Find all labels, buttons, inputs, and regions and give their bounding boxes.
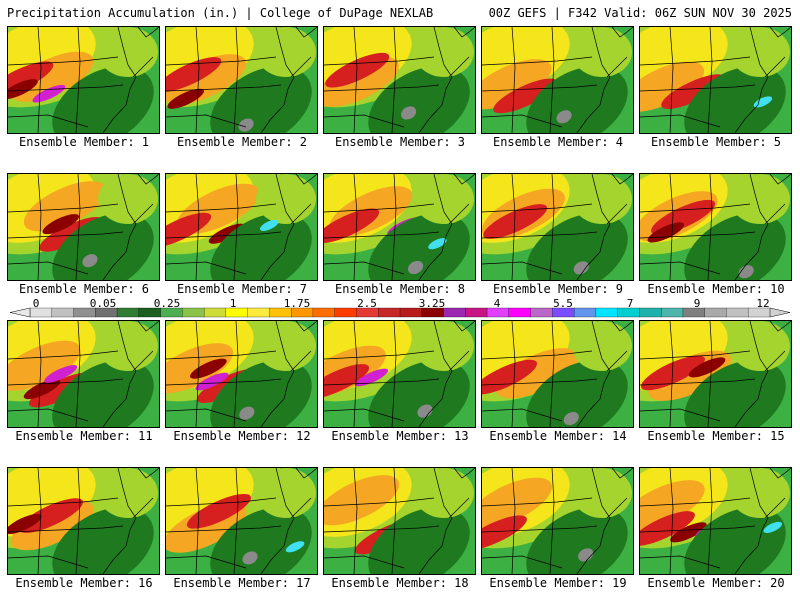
- precip-map: [324, 468, 475, 574]
- precip-map: [482, 174, 633, 280]
- ensemble-panel: [323, 320, 476, 428]
- ensemble-member-label: Ensemble Member: 19: [489, 576, 627, 590]
- colorbar-tick-label: 0: [32, 297, 40, 310]
- precip-map: [640, 468, 791, 574]
- ensemble-member-label: Ensemble Member: 3: [334, 135, 466, 149]
- ensemble-member-label: Ensemble Member: 2: [176, 135, 308, 149]
- colorbar-left-arrow: [9, 307, 31, 318]
- colorbar-swatch: [661, 307, 684, 318]
- ensemble-panel: [481, 320, 634, 428]
- colorbar-swatch: [573, 307, 597, 318]
- colorbar-tick-label: 0.05: [89, 297, 117, 310]
- colorbar-swatch: [508, 307, 532, 318]
- map-title: Precipitation Accumulation (in.) | Colle…: [7, 6, 434, 20]
- colorbar-tick-label: 2.5: [357, 297, 377, 310]
- colorbar-swatch: [530, 307, 553, 318]
- colorbar-swatch: [51, 307, 74, 318]
- ensemble-member-label: Ensemble Member: 10: [647, 282, 785, 296]
- ensemble-member-label: Ensemble Member: 5: [650, 135, 782, 149]
- precip-map: [640, 174, 791, 280]
- colorbar-swatch: [726, 307, 749, 318]
- colorbar-swatch: [182, 307, 205, 318]
- precip-map: [8, 27, 159, 133]
- colorbar-swatch: [378, 307, 401, 318]
- precip-map: [482, 27, 633, 133]
- ensemble-panel: [165, 26, 318, 134]
- ensemble-panel: [165, 467, 318, 575]
- colorbar-swatch: [465, 307, 488, 318]
- ensemble-member-label: Ensemble Member: 11: [15, 429, 153, 443]
- ensemble-member-label: Ensemble Member: 18: [331, 576, 469, 590]
- precip-map: [324, 321, 475, 427]
- precip-map: [8, 174, 159, 280]
- precip-colorbar: [9, 307, 791, 318]
- ensemble-member-label: Ensemble Member: 6: [18, 282, 150, 296]
- ensemble-panel: [323, 467, 476, 575]
- colorbar-swatch: [334, 307, 357, 318]
- ensemble-member-label: Ensemble Member: 15: [647, 429, 785, 443]
- ensemble-panel: [639, 26, 792, 134]
- ensemble-panel: [165, 320, 318, 428]
- colorbar-tick-label: 5.5: [553, 297, 573, 310]
- ensemble-panel: [7, 26, 160, 134]
- precip-map: [8, 468, 159, 574]
- ensemble-panel: [165, 173, 318, 281]
- ensemble-member-label: Ensemble Member: 16: [15, 576, 153, 590]
- ensemble-panel: [481, 26, 634, 134]
- colorbar-tick-label: 1: [229, 297, 237, 310]
- model-run-label: 00Z GEFS | F342 Valid: 06Z SUN NOV 30 20…: [488, 6, 792, 20]
- ensemble-member-label: Ensemble Member: 13: [331, 429, 469, 443]
- precip-map: [166, 174, 317, 280]
- precip-map: [640, 321, 791, 427]
- ensemble-member-label: Ensemble Member: 4: [492, 135, 624, 149]
- colorbar-swatch: [595, 307, 619, 318]
- precip-map: [640, 27, 791, 133]
- ensemble-member-label: Ensemble Member: 7: [176, 282, 308, 296]
- precip-map: [8, 321, 159, 427]
- ensemble-panel: [323, 26, 476, 134]
- colorbar-swatch: [312, 307, 336, 318]
- colorbar-swatch: [704, 307, 727, 318]
- ensemble-member-label: Ensemble Member: 14: [489, 429, 627, 443]
- precip-map: [482, 468, 633, 574]
- ensemble-panel: [7, 467, 160, 575]
- precip-map: [324, 174, 475, 280]
- precip-map: [166, 27, 317, 133]
- ensemble-panel: [481, 173, 634, 281]
- precip-map: [166, 321, 317, 427]
- ensemble-panel: [323, 173, 476, 281]
- ensemble-panel: [481, 467, 634, 575]
- ensemble-member-label: Ensemble Member: 20: [647, 576, 785, 590]
- colorbar-tick-label: 12: [756, 297, 770, 310]
- ensemble-panel: [7, 173, 160, 281]
- colorbar-tick-label: 0.25: [153, 297, 181, 310]
- colorbar-right-arrow: [769, 307, 791, 318]
- colorbar-tick-label: 7: [626, 297, 634, 310]
- ensemble-member-label: Ensemble Member: 8: [334, 282, 466, 296]
- ensemble-panel: [639, 173, 792, 281]
- ensemble-panel: [639, 320, 792, 428]
- precip-map: [324, 27, 475, 133]
- colorbar-swatch: [203, 307, 227, 318]
- colorbar-tick-label: 9: [693, 297, 701, 310]
- precip-map: [482, 321, 633, 427]
- colorbar-tick-label: 3.25: [418, 297, 446, 310]
- ensemble-member-label: Ensemble Member: 12: [173, 429, 311, 443]
- ensemble-panel: [7, 320, 160, 428]
- colorbar-tick-label: 1.75: [283, 297, 311, 310]
- ensemble-member-label: Ensemble Member: 17: [173, 576, 311, 590]
- precip-map: [166, 468, 317, 574]
- ensemble-member-label: Ensemble Member: 9: [492, 282, 624, 296]
- colorbar-swatch: [116, 307, 140, 318]
- colorbar-swatch: [247, 307, 270, 318]
- ensemble-member-label: Ensemble Member: 1: [18, 135, 150, 149]
- ensemble-panel: [639, 467, 792, 575]
- colorbar-swatch: [639, 307, 662, 318]
- colorbar-tick-label: 4: [493, 297, 501, 310]
- colorbar-swatch: [443, 307, 466, 318]
